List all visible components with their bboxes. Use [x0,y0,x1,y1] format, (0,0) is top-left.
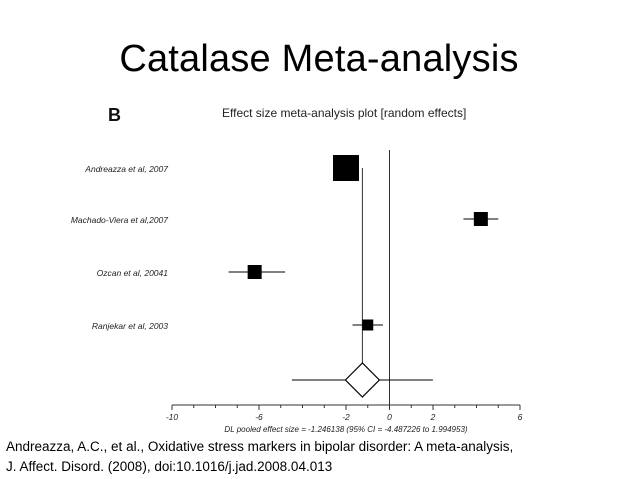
x-axis-tick-label: 6 [518,412,523,422]
citation-line-1: Andreazza, A.C., et al., Oxidative stres… [6,439,514,454]
slide-title: Catalase Meta-analysis [119,38,519,80]
study-label: Ranjekar et al, 2003 [92,321,168,331]
plot-title: Effect size meta-analysis plot [random e… [222,106,467,120]
x-axis-tick-label: -10 [166,412,179,422]
study-effect-marker [247,265,262,279]
study-label: Andreazza et al, 2007 [84,164,168,174]
x-axis-tick-label: 2 [430,412,436,422]
study-effect-marker [333,155,359,181]
citation-line-2: J. Affect. Disord. (2008), doi:10.1016/j… [6,459,333,474]
pooled-diamond [344,362,381,398]
x-axis-tick-label: -6 [255,412,263,422]
study-effect-marker [473,212,488,226]
x-axis-tick-label: 0 [387,412,392,422]
pooled-effect-label: DL pooled effect size = -1.246138 (95% C… [224,425,467,434]
study-label: Ozcan et al, 20041 [97,268,169,278]
citation: Andreazza, A.C., et al., Oxidative stres… [6,437,513,477]
study-effect-marker [362,319,374,331]
panel-letter: B [108,105,121,125]
x-axis-tick-label: -2 [342,412,350,422]
study-label: Machado-Viera et al,2007 [71,215,168,225]
